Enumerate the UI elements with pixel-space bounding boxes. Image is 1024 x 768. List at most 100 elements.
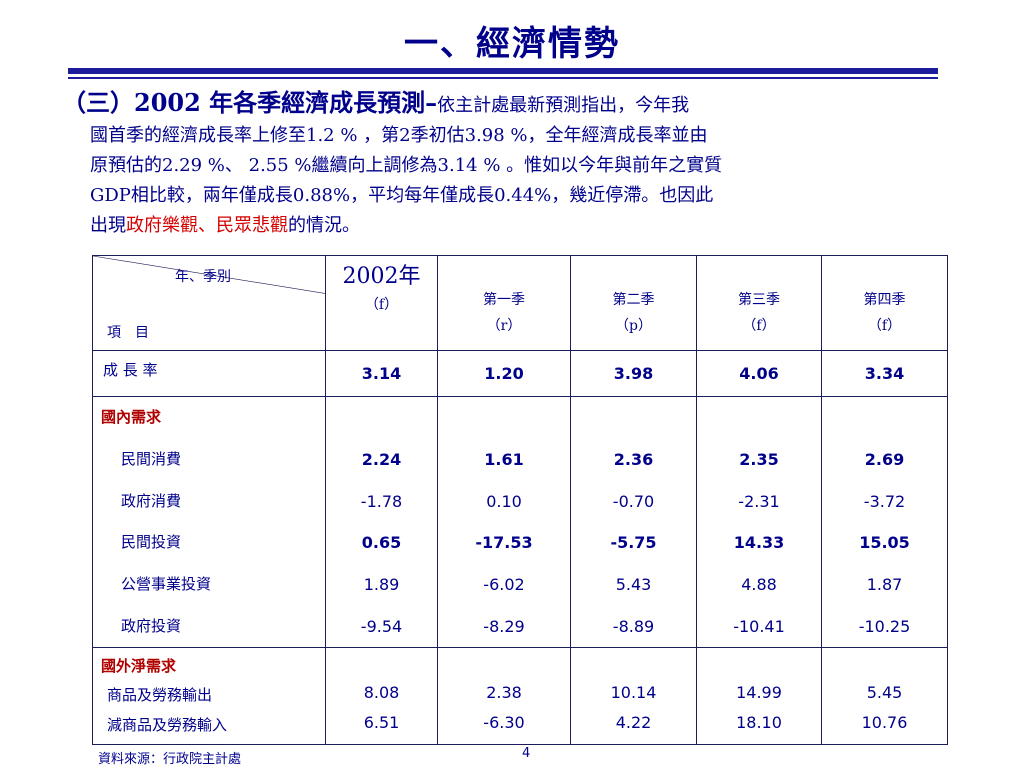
cell-value: -6.30 bbox=[483, 713, 525, 733]
cell-value: -3.72 bbox=[863, 491, 906, 511]
cell-value: -8.29 bbox=[483, 616, 525, 636]
corner-bottom-label: 項 目 bbox=[107, 324, 149, 341]
cell-value: 2.69 bbox=[864, 449, 905, 469]
paragraph-line-1: 依主計處最新預測指出，今年我 bbox=[437, 95, 690, 116]
forecast-table: 年、季別 項 目 2002年 （f） 第一季 （r） 第二季 （p） 第三季 （… bbox=[92, 255, 948, 745]
domestic-block: 國內需求 民間消費 政府消費 民間投資 公營事業投資 政府投資 2.24 -1.… bbox=[92, 395, 948, 649]
page-title: 一、經濟情勢 bbox=[404, 24, 620, 64]
col-sub: （r） bbox=[486, 317, 522, 334]
cell-value: 10.76 bbox=[861, 713, 908, 733]
growth-label: 成 長 率 bbox=[92, 349, 326, 397]
corner-top-label: 年、季別 bbox=[175, 269, 231, 285]
growth-value: 4.06 bbox=[696, 349, 822, 397]
cell-value: 14.33 bbox=[733, 533, 785, 553]
cell-value: 14.99 bbox=[736, 683, 782, 703]
foreign-col-q3: 14.99 18.10 bbox=[696, 647, 822, 745]
col-label: 第四季 bbox=[863, 291, 906, 308]
col-sub: （f） bbox=[742, 317, 776, 334]
cell-value: -2.31 bbox=[738, 491, 780, 511]
col-label: 2002年 bbox=[342, 264, 421, 289]
cell-value: 2.36 bbox=[613, 449, 654, 469]
row-label: 減商品及勞務輸入 bbox=[107, 716, 228, 735]
foreign-group-label: 國外淨需求 bbox=[101, 657, 177, 676]
cell-value: 0.65 bbox=[361, 533, 402, 553]
cell-value: 6.51 bbox=[363, 713, 400, 733]
col-label: 第三季 bbox=[738, 291, 780, 308]
col-sub: （p） bbox=[615, 317, 652, 334]
line5-prefix: 出現 bbox=[90, 215, 126, 236]
title-rule-thin bbox=[68, 77, 938, 79]
cell-value: -9.54 bbox=[360, 616, 403, 636]
col-sub: （f） bbox=[867, 317, 902, 334]
domestic-col-annual: 2.24 -1.78 0.65 1.89 -9.54 bbox=[325, 395, 438, 649]
diagonal-line bbox=[93, 256, 325, 350]
paragraph-line-3: 原預估的2.29 %、 2.55 %繼續向上調修為3.14 % 。惟如以今年與前… bbox=[90, 155, 723, 176]
foreign-col-q2: 10.14 4.22 bbox=[570, 647, 697, 745]
cell-value: -17.53 bbox=[475, 533, 533, 553]
cell-value: -0.70 bbox=[612, 491, 655, 511]
cell-value: 8.08 bbox=[363, 683, 400, 703]
summary-paragraph: （三）2002 年各季經濟成長預測–依主計處最新預測指出，今年我 國首季的經濟成… bbox=[62, 88, 942, 241]
domestic-col-q3: 2.35 -2.31 14.33 4.88 -10.41 bbox=[696, 395, 822, 649]
domestic-col-q1: 1.61 0.10 -17.53 -6.02 -8.29 bbox=[437, 395, 571, 649]
cell-value: 1.89 bbox=[363, 575, 400, 595]
row-label: 公營事業投資 bbox=[121, 575, 212, 594]
growth-value: 1.20 bbox=[437, 349, 571, 397]
source-note: 資料來源：行政院主計處 bbox=[98, 752, 242, 767]
domestic-col-q4: 2.69 -3.72 15.05 1.87 -10.25 bbox=[821, 395, 948, 649]
line5-suffix: 的情況。 bbox=[288, 215, 360, 236]
cell-value: 5.43 bbox=[615, 575, 652, 595]
cell-value: 2.24 bbox=[361, 449, 402, 469]
domestic-col-q2: 2.36 -0.70 -5.75 5.43 -8.89 bbox=[570, 395, 697, 649]
header-row: 年、季別 項 目 2002年 （f） 第一季 （r） 第二季 （p） 第三季 （… bbox=[92, 255, 948, 351]
col-header-q1: 第一季 （r） bbox=[437, 255, 571, 351]
cell-value: 18.10 bbox=[736, 713, 782, 733]
row-label: 政府投資 bbox=[121, 616, 182, 635]
foreign-col-q1: 2.38 -6.30 bbox=[437, 647, 571, 745]
cell-value: -10.25 bbox=[858, 616, 911, 636]
growth-value: 3.14 bbox=[325, 349, 438, 397]
col-header-annual: 2002年 （f） bbox=[325, 255, 438, 351]
cell-value: 0.10 bbox=[486, 491, 522, 511]
cell-value: 2.38 bbox=[486, 683, 522, 703]
cell-value: 4.22 bbox=[615, 713, 652, 733]
foreign-labels: 國外淨需求 商品及勞務輸出 減商品及勞務輸入 bbox=[92, 647, 326, 745]
row-label: 民間消費 bbox=[121, 449, 182, 468]
paragraph-line-4: GDP相比較，兩年僅成長0.88%，平均每年僅成長0.44%，幾近停滯。也因此 bbox=[90, 185, 714, 206]
growth-value: 3.98 bbox=[570, 349, 697, 397]
title-rule-thick bbox=[68, 68, 938, 74]
row-label: 民間投資 bbox=[121, 533, 182, 552]
paragraph-line-5: 出現政府樂觀、民眾悲觀的情況。 bbox=[62, 211, 942, 241]
section-heading: （三）2002 年各季經濟成長預測– bbox=[62, 88, 438, 117]
foreign-block: 國外淨需求 商品及勞務輸出 減商品及勞務輸入 8.08 6.51 2.38 -6… bbox=[92, 647, 948, 745]
col-header-q4: 第四季 （f） bbox=[821, 255, 948, 351]
cell-value: -8.89 bbox=[612, 616, 655, 636]
domestic-labels: 國內需求 民間消費 政府消費 民間投資 公營事業投資 政府投資 bbox=[92, 395, 326, 649]
page-number: 4 bbox=[522, 746, 531, 761]
cell-value: 1.87 bbox=[866, 575, 903, 595]
foreign-col-annual: 8.08 6.51 bbox=[325, 647, 438, 745]
cell-value: 4.88 bbox=[741, 575, 777, 595]
col-header-q3: 第三季 （f） bbox=[696, 255, 822, 351]
row-label: 政府消費 bbox=[121, 491, 182, 510]
cell-value: 1.61 bbox=[484, 449, 524, 469]
growth-value: 3.34 bbox=[821, 349, 948, 397]
corner-header-cell: 年、季別 項 目 bbox=[92, 255, 326, 351]
cell-value: -6.02 bbox=[483, 575, 525, 595]
cell-value: -10.41 bbox=[733, 616, 785, 636]
growth-row: 成 長 率 3.14 1.20 3.98 4.06 3.34 bbox=[92, 349, 948, 397]
col-sub: （f） bbox=[364, 297, 399, 313]
highlight-text: 政府樂觀、民眾悲觀 bbox=[126, 215, 288, 236]
cell-value: 15.05 bbox=[859, 533, 910, 553]
paragraph-line-2: 國首季的經濟成長率上修至1.2 % ，第2季初估3.98 %，全年經濟成長率並由 bbox=[90, 125, 708, 146]
cell-value: 5.45 bbox=[866, 683, 903, 703]
cell-value: -1.78 bbox=[360, 491, 403, 511]
col-label: 第二季 bbox=[612, 291, 655, 308]
cell-value: -5.75 bbox=[610, 533, 657, 553]
cell-value: 10.14 bbox=[610, 683, 657, 703]
cell-value: 2.35 bbox=[739, 449, 779, 469]
domestic-group-label: 國內需求 bbox=[101, 408, 162, 427]
foreign-col-q4: 5.45 10.76 bbox=[821, 647, 948, 745]
col-header-q2: 第二季 （p） bbox=[570, 255, 697, 351]
col-label: 第一季 bbox=[483, 291, 525, 308]
